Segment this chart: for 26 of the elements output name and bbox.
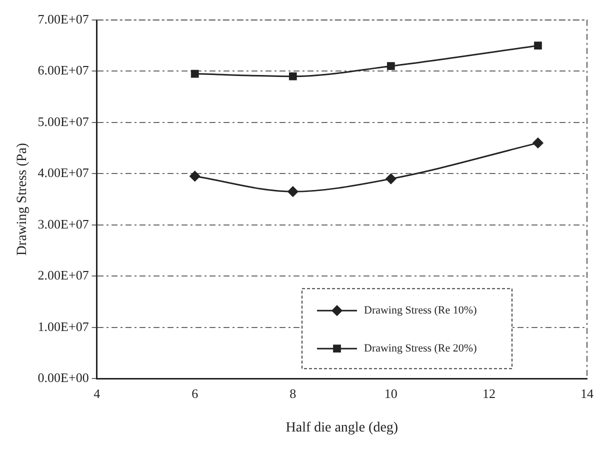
y-tick-label: 1.00E+07 (38, 318, 90, 334)
y-tick-label: 5.00E+07 (38, 114, 90, 129)
y-axis-title: Drawing Stress (Pa) (15, 142, 30, 256)
x-tick-label: 6 (192, 386, 199, 401)
y-tick-label: 2.00E+07 (38, 268, 90, 283)
x-tick-label: 14 (580, 386, 594, 401)
x-axis-title: Half die angle (deg) (286, 420, 398, 436)
point (532, 138, 544, 148)
x-tick-label: 4 (94, 386, 101, 401)
y-tick-label: 4.00E+07 (38, 165, 90, 180)
legend-label: Drawing Stress (Re 20%) (364, 342, 478, 354)
y-tick-label: 0.00E+00 (38, 370, 89, 386)
point (288, 186, 298, 197)
x-tick-label: 8 (290, 386, 296, 401)
point (190, 70, 199, 78)
point (190, 170, 200, 182)
point (386, 62, 395, 70)
point (288, 72, 297, 80)
y-tick-label: 7.00E+07 (38, 11, 90, 26)
y-tick-label: 3.00E+07 (38, 216, 90, 232)
x-tick-label: 12 (482, 386, 496, 401)
legend-label: Drawing Stress (Re 10%) (364, 304, 478, 316)
point (386, 174, 396, 184)
y-tick-label: 6.00E+07 (38, 62, 90, 78)
x-tick-label: 10 (384, 386, 398, 401)
point (534, 42, 542, 50)
